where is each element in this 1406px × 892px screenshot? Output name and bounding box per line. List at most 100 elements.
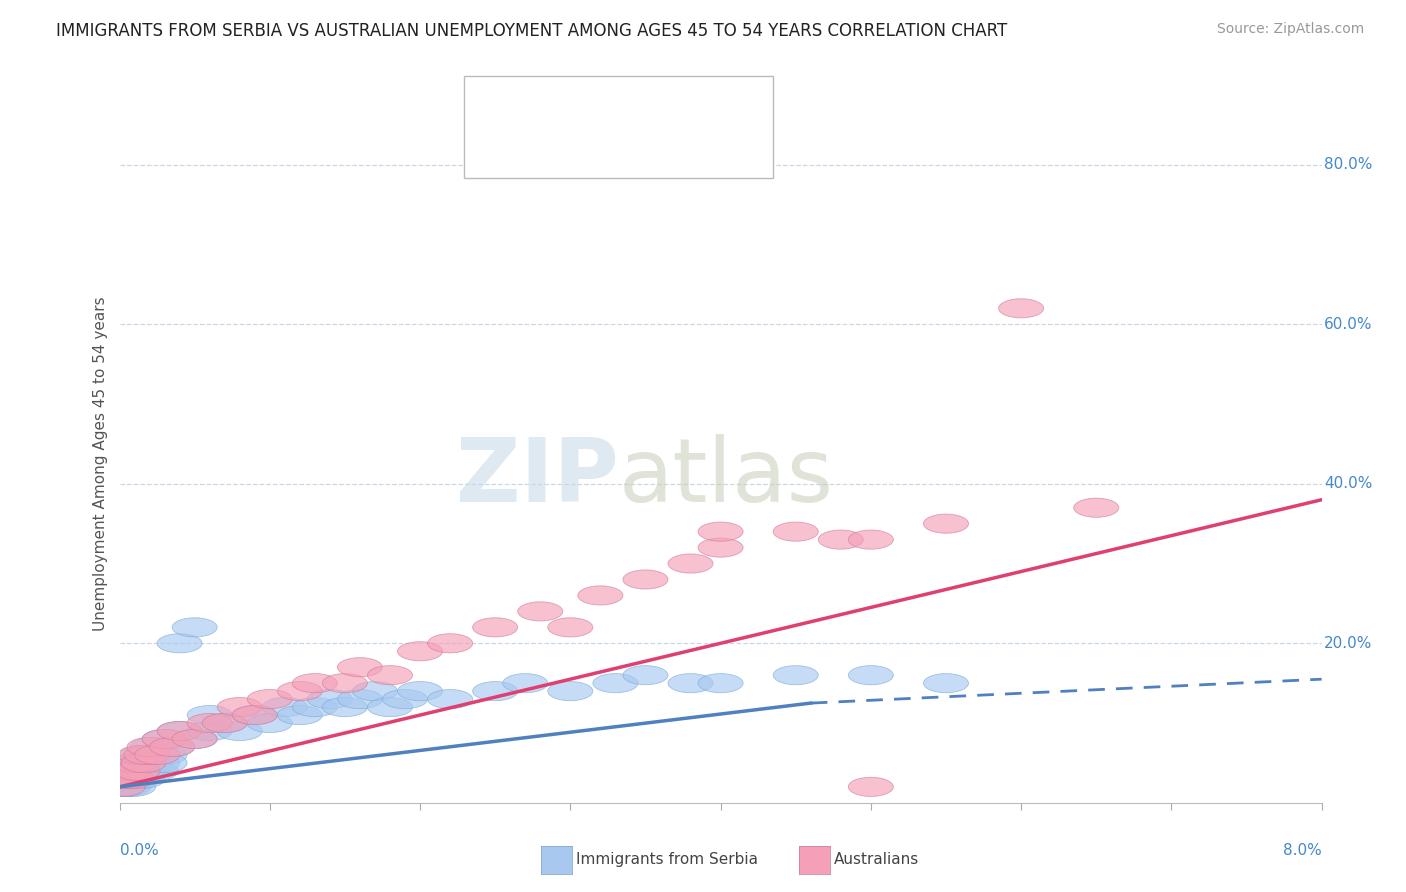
Ellipse shape bbox=[103, 769, 148, 789]
Ellipse shape bbox=[118, 746, 163, 764]
Ellipse shape bbox=[172, 618, 217, 637]
Ellipse shape bbox=[232, 706, 277, 724]
Ellipse shape bbox=[517, 602, 562, 621]
Ellipse shape bbox=[142, 730, 187, 748]
Ellipse shape bbox=[292, 673, 337, 693]
Ellipse shape bbox=[472, 618, 517, 637]
Ellipse shape bbox=[118, 762, 163, 780]
Text: Immigrants from Serbia: Immigrants from Serbia bbox=[576, 853, 758, 867]
Ellipse shape bbox=[115, 769, 160, 789]
Ellipse shape bbox=[427, 633, 472, 653]
Ellipse shape bbox=[112, 769, 157, 789]
Ellipse shape bbox=[127, 738, 172, 756]
Ellipse shape bbox=[127, 746, 172, 764]
Ellipse shape bbox=[105, 777, 150, 797]
Ellipse shape bbox=[187, 706, 232, 724]
Ellipse shape bbox=[172, 730, 217, 748]
Ellipse shape bbox=[124, 762, 169, 780]
Ellipse shape bbox=[112, 754, 157, 772]
Ellipse shape bbox=[135, 746, 180, 764]
Ellipse shape bbox=[112, 754, 157, 772]
Ellipse shape bbox=[127, 754, 172, 772]
Ellipse shape bbox=[100, 777, 145, 797]
Ellipse shape bbox=[172, 730, 217, 748]
Ellipse shape bbox=[322, 673, 367, 693]
Ellipse shape bbox=[472, 681, 517, 701]
Ellipse shape bbox=[263, 698, 308, 716]
Ellipse shape bbox=[1074, 498, 1119, 517]
Ellipse shape bbox=[110, 769, 155, 789]
Ellipse shape bbox=[121, 762, 166, 780]
Ellipse shape bbox=[142, 746, 187, 764]
Ellipse shape bbox=[217, 698, 263, 716]
Ellipse shape bbox=[129, 738, 176, 756]
Ellipse shape bbox=[187, 714, 232, 732]
Ellipse shape bbox=[924, 673, 969, 693]
Ellipse shape bbox=[135, 754, 180, 772]
Text: atlas: atlas bbox=[619, 434, 834, 521]
Ellipse shape bbox=[503, 673, 548, 693]
Ellipse shape bbox=[115, 762, 160, 780]
Ellipse shape bbox=[548, 681, 593, 701]
Ellipse shape bbox=[217, 722, 263, 740]
Ellipse shape bbox=[924, 514, 969, 533]
Ellipse shape bbox=[697, 673, 744, 693]
Ellipse shape bbox=[100, 777, 145, 797]
Text: 40.0%: 40.0% bbox=[1324, 476, 1372, 491]
Ellipse shape bbox=[114, 762, 159, 780]
Ellipse shape bbox=[367, 665, 412, 685]
Ellipse shape bbox=[308, 690, 353, 708]
Ellipse shape bbox=[110, 762, 155, 780]
Ellipse shape bbox=[668, 554, 713, 573]
Ellipse shape bbox=[247, 690, 292, 708]
Ellipse shape bbox=[848, 665, 893, 685]
Ellipse shape bbox=[157, 722, 202, 740]
Text: Australians: Australians bbox=[834, 853, 920, 867]
Ellipse shape bbox=[337, 690, 382, 708]
Text: 80.0%: 80.0% bbox=[1324, 157, 1372, 172]
Ellipse shape bbox=[157, 633, 202, 653]
Ellipse shape bbox=[353, 681, 398, 701]
Text: R = 0.317   N = 60: R = 0.317 N = 60 bbox=[515, 95, 672, 113]
Ellipse shape bbox=[818, 530, 863, 549]
Ellipse shape bbox=[103, 777, 148, 797]
Ellipse shape bbox=[111, 777, 156, 797]
Ellipse shape bbox=[149, 738, 194, 756]
Ellipse shape bbox=[202, 714, 247, 732]
Ellipse shape bbox=[120, 746, 165, 764]
Text: 20.0%: 20.0% bbox=[1324, 636, 1372, 651]
Ellipse shape bbox=[623, 570, 668, 589]
Ellipse shape bbox=[277, 706, 322, 724]
Ellipse shape bbox=[548, 618, 593, 637]
Text: ZIP: ZIP bbox=[456, 434, 619, 521]
Ellipse shape bbox=[277, 681, 322, 701]
Ellipse shape bbox=[668, 673, 713, 693]
Y-axis label: Unemployment Among Ages 45 to 54 years: Unemployment Among Ages 45 to 54 years bbox=[93, 296, 108, 632]
Ellipse shape bbox=[367, 698, 412, 716]
Ellipse shape bbox=[187, 722, 232, 740]
Ellipse shape bbox=[122, 754, 167, 772]
Ellipse shape bbox=[232, 706, 277, 724]
Ellipse shape bbox=[107, 769, 153, 789]
Ellipse shape bbox=[398, 681, 443, 701]
Ellipse shape bbox=[593, 673, 638, 693]
Ellipse shape bbox=[427, 690, 472, 708]
Ellipse shape bbox=[117, 754, 162, 772]
Text: 8.0%: 8.0% bbox=[1282, 844, 1322, 858]
Ellipse shape bbox=[382, 690, 427, 708]
Ellipse shape bbox=[848, 530, 893, 549]
Text: 60.0%: 60.0% bbox=[1324, 317, 1372, 332]
Ellipse shape bbox=[120, 769, 165, 789]
Ellipse shape bbox=[697, 538, 744, 558]
Ellipse shape bbox=[773, 665, 818, 685]
Ellipse shape bbox=[202, 714, 247, 732]
Text: Source: ZipAtlas.com: Source: ZipAtlas.com bbox=[1216, 22, 1364, 37]
Ellipse shape bbox=[337, 657, 382, 677]
Ellipse shape bbox=[134, 762, 179, 780]
Ellipse shape bbox=[124, 746, 169, 764]
Ellipse shape bbox=[142, 730, 187, 748]
Ellipse shape bbox=[101, 769, 146, 789]
Ellipse shape bbox=[697, 522, 744, 541]
Ellipse shape bbox=[578, 586, 623, 605]
Ellipse shape bbox=[104, 762, 149, 780]
